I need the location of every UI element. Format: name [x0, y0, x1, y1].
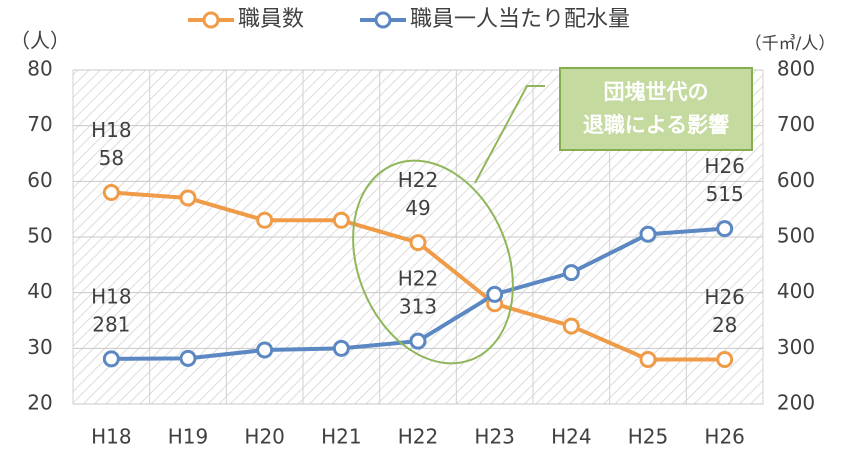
- legend-marker: [202, 11, 220, 29]
- data-label: 281: [92, 312, 130, 336]
- y-tick-label: 40: [27, 279, 52, 303]
- y-tick-label: 20: [27, 391, 52, 415]
- y2-axis-label: （千㎥/人）: [745, 34, 836, 54]
- y-tick-label: 80: [27, 57, 52, 81]
- x-tick-label: H21: [321, 425, 362, 449]
- y2-tick-label: 800: [777, 57, 815, 81]
- data-point: [716, 220, 734, 238]
- data-label: 58: [99, 146, 124, 170]
- x-tick-label: H24: [551, 425, 592, 449]
- legend-label: 職員一人当たり配水量: [410, 7, 630, 32]
- data-point: [102, 350, 120, 368]
- data-point: [562, 264, 580, 282]
- annotation-text: 退職による影響: [583, 113, 729, 137]
- y-tick-label: 50: [27, 224, 52, 248]
- data-label-category: H26: [704, 285, 745, 309]
- y-axis-label: （人）: [10, 29, 70, 53]
- data-point: [102, 183, 120, 201]
- data-label: 28: [712, 313, 737, 337]
- y2-tick-label: 700: [777, 112, 815, 136]
- data-label: 313: [399, 295, 437, 319]
- annotation-text: 団塊世代の: [604, 80, 709, 104]
- x-tick-label: H23: [474, 425, 515, 449]
- data-label: 49: [405, 196, 430, 220]
- data-point: [409, 234, 427, 252]
- x-tick-label: H25: [628, 425, 669, 449]
- data-point: [256, 211, 274, 229]
- data-label-category: H22: [398, 168, 439, 192]
- y-tick-label: 30: [27, 335, 52, 359]
- annotation: 団塊世代の 退職による影響: [352, 67, 753, 365]
- data-point: [562, 317, 580, 335]
- legend-label: 職員数: [238, 7, 304, 32]
- x-tick-label: H22: [398, 425, 439, 449]
- data-point: [179, 349, 197, 367]
- y-tick-label: 60: [27, 168, 52, 192]
- data-point: [639, 350, 657, 368]
- y2-tick-label: 400: [777, 279, 815, 303]
- data-label-category: H22: [398, 267, 439, 291]
- y2-tick-label: 300: [777, 335, 815, 359]
- leader-line: [474, 85, 545, 184]
- y2-tick-label: 500: [777, 224, 815, 248]
- data-label-category: H26: [704, 154, 745, 178]
- data-point: [716, 350, 734, 368]
- data-label-category: H18: [91, 284, 132, 308]
- data-point: [332, 211, 350, 229]
- highlight-ellipse: [352, 159, 514, 365]
- annotation-box: [559, 67, 753, 151]
- legend-marker: [374, 11, 392, 29]
- data-point: [179, 189, 197, 207]
- x-tick-label: H20: [244, 425, 285, 449]
- data-point: [486, 285, 504, 303]
- data-point: [332, 339, 350, 357]
- x-tick-label: H19: [168, 425, 209, 449]
- data-label: 515: [706, 182, 744, 206]
- data-point: [409, 332, 427, 350]
- y2-tick-label: 200: [777, 391, 815, 415]
- y-tick-label: 70: [27, 112, 52, 136]
- data-label-category: H18: [91, 118, 132, 142]
- x-tick-label: H18: [91, 425, 132, 449]
- data-point: [639, 225, 657, 243]
- x-tick-label: H26: [704, 425, 745, 449]
- data-point: [256, 341, 274, 359]
- y2-tick-label: 600: [777, 168, 815, 192]
